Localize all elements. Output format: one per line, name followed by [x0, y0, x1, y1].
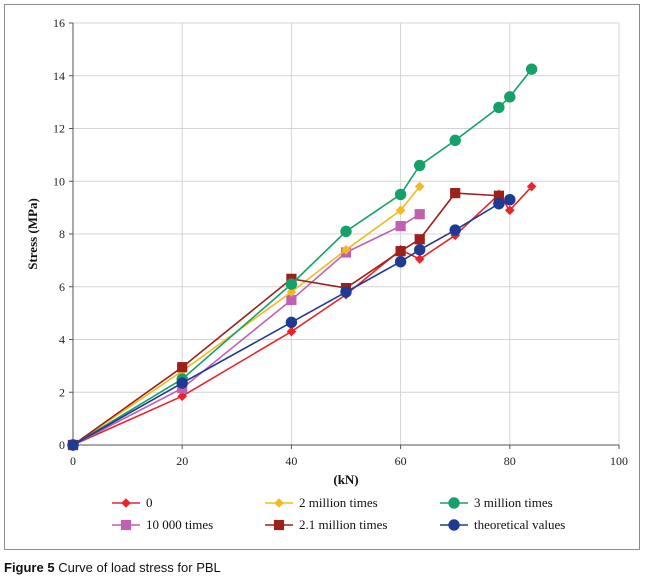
y-tick-label: 14 — [53, 69, 65, 83]
data-point — [493, 197, 505, 210]
y-tick-label: 12 — [53, 122, 65, 136]
data-point — [67, 439, 79, 451]
figure-frame — [4, 4, 640, 550]
legend-item: 3 million times — [440, 495, 553, 510]
tick-labels: 0 2 4 6 8 10 12 14 16 0 20 40 60 80 100 — [53, 16, 628, 468]
data-point — [286, 294, 297, 306]
legend-marker — [120, 519, 132, 531]
stress-load-chart: 0 2 4 6 8 10 12 14 16 0 20 40 60 80 100 Stress (MPa) (… — [25, 16, 628, 532]
legend-marker — [448, 497, 460, 509]
figure-label: Figure 5 — [4, 560, 55, 575]
x-tick-label: 0 — [70, 454, 76, 468]
series-5 — [67, 194, 516, 451]
data-point — [286, 287, 297, 297]
data-point — [493, 101, 505, 114]
data-point — [177, 362, 188, 373]
series-1 — [67, 209, 425, 451]
figure-caption: Figure 5 Curve of load stress for PBL — [4, 560, 640, 575]
data-point — [504, 91, 516, 103]
series-group — [67, 63, 538, 451]
x-tick-label: 20 — [176, 454, 188, 468]
data-point — [286, 326, 297, 337]
data-point — [526, 181, 537, 192]
legend-label: 2.1 million times — [299, 517, 387, 532]
data-point — [414, 209, 425, 220]
y-tick-label: 4 — [59, 333, 65, 347]
data-point — [177, 391, 187, 402]
x-tick-label: 100 — [610, 454, 628, 468]
legend-label: 3 million times — [474, 495, 553, 510]
data-point — [504, 194, 516, 206]
x-tick-label: 80 — [504, 454, 516, 468]
data-point — [414, 159, 426, 172]
figure-caption-text: Curve of load stress for PBL — [58, 560, 221, 575]
legend-item: 10 000 times — [112, 517, 213, 532]
data-point — [394, 188, 407, 201]
x-tick-label: 60 — [395, 454, 407, 468]
grid — [73, 22, 620, 445]
data-point — [341, 245, 351, 255]
legend-item: 0 — [112, 495, 153, 510]
data-point — [395, 246, 406, 257]
legend-marker — [273, 519, 285, 531]
data-point — [414, 254, 425, 264]
series-line — [72, 68, 533, 446]
data-point — [285, 316, 298, 329]
legend-item: 2 million times — [265, 495, 378, 510]
legend-label: 0 — [146, 495, 153, 510]
data-point — [414, 181, 425, 192]
data-point — [414, 234, 425, 245]
legend-marker — [121, 498, 131, 508]
data-point — [285, 278, 298, 290]
data-point — [449, 134, 461, 147]
legend-label: 2 million times — [299, 495, 378, 510]
legend-label: 10 000 times — [146, 517, 213, 532]
y-tick-label: 16 — [53, 16, 65, 30]
data-point — [395, 205, 406, 216]
data-point — [525, 63, 538, 75]
legend-item: theoretical values — [440, 517, 565, 532]
legend-marker — [274, 498, 284, 508]
y-tick-label: 2 — [59, 385, 65, 399]
y-tick-label: 6 — [59, 280, 65, 294]
y-axis-label: Stress (MPa) — [25, 198, 40, 270]
legend: 0 2 million times 3 million times 10 000 ti… — [112, 495, 565, 532]
data-point — [450, 188, 461, 199]
data-point — [414, 244, 426, 256]
x-tick-label: 40 — [285, 454, 297, 468]
y-tick-label: 0 — [59, 438, 65, 452]
y-tick-label: 10 — [53, 174, 65, 188]
legend-label: theoretical values — [474, 517, 565, 532]
data-point — [505, 205, 515, 216]
y-tick-label: 8 — [59, 227, 65, 241]
data-point — [395, 220, 406, 232]
series-line — [72, 192, 499, 446]
legend-marker — [448, 519, 460, 531]
data-point — [493, 190, 504, 201]
legend-item: 2.1 million times — [265, 517, 387, 532]
data-point — [340, 225, 352, 238]
data-point — [394, 255, 407, 268]
data-point — [340, 286, 352, 298]
data-point — [176, 377, 188, 389]
x-axis-label: (kN) — [333, 472, 358, 487]
series-line — [72, 186, 421, 446]
data-point — [449, 224, 461, 236]
